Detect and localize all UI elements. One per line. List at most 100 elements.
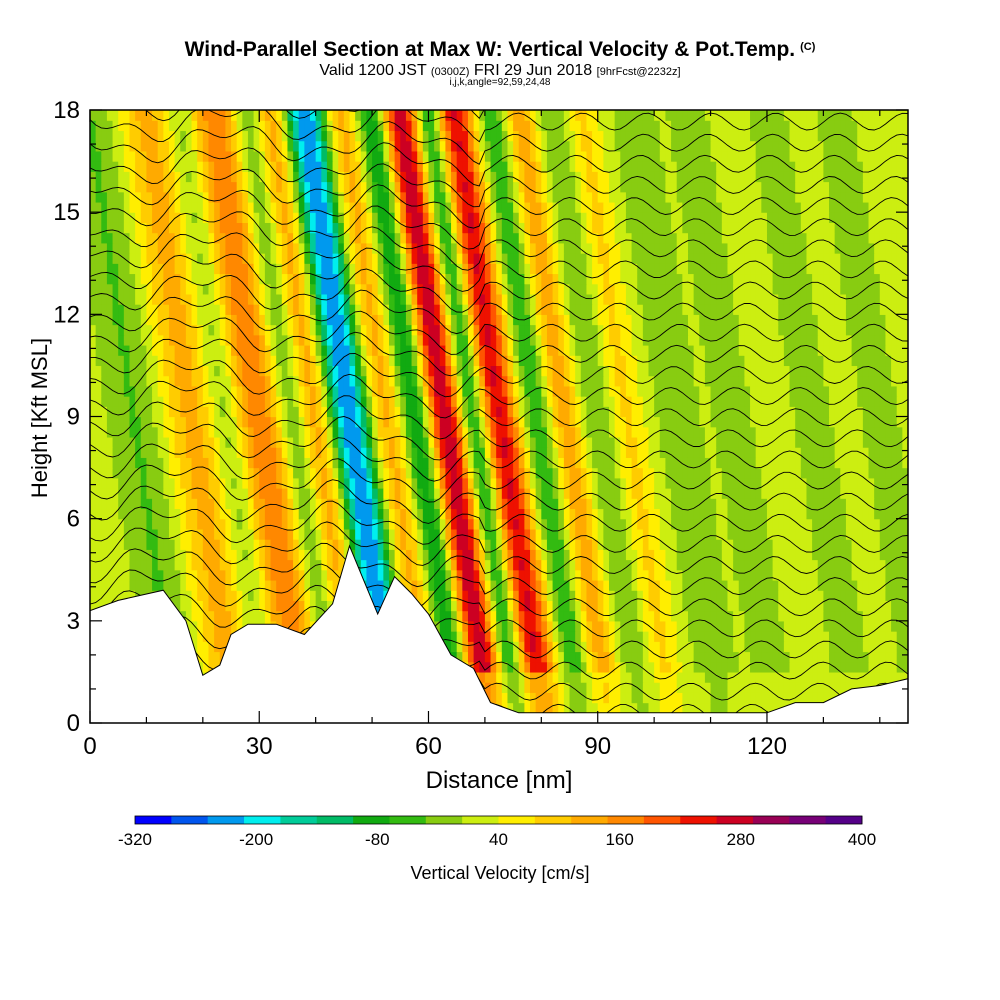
w-cell xyxy=(530,549,537,561)
w-cell xyxy=(518,457,525,469)
w-cell xyxy=(885,610,892,622)
w-cell xyxy=(874,447,881,458)
w-cell xyxy=(654,610,661,622)
w-cell xyxy=(411,528,418,540)
w-cell xyxy=(513,375,520,387)
w-cell xyxy=(862,406,870,418)
w-cell xyxy=(738,375,745,387)
w-cell xyxy=(772,631,779,642)
w-cell xyxy=(665,518,672,530)
w-cell xyxy=(541,539,548,550)
w-cell xyxy=(417,385,424,397)
w-cell xyxy=(603,396,610,407)
w-cell xyxy=(563,508,571,520)
w-cell xyxy=(394,467,401,479)
w-cell xyxy=(513,426,520,438)
w-cell xyxy=(462,385,469,397)
w-cell xyxy=(783,498,791,510)
w-cell xyxy=(868,426,875,438)
w-cell xyxy=(259,488,266,499)
w-cell xyxy=(417,416,424,428)
w-cell xyxy=(462,579,469,591)
w-cell xyxy=(298,406,305,418)
w-cell xyxy=(789,620,796,632)
w-cell xyxy=(383,569,390,581)
w-cell xyxy=(563,620,571,632)
w-cell xyxy=(631,457,638,469)
w-cell xyxy=(197,518,204,530)
w-cell xyxy=(191,365,198,377)
w-cell xyxy=(304,416,311,428)
w-cell xyxy=(394,436,401,448)
w-cell xyxy=(112,539,119,550)
w-cell xyxy=(541,641,548,653)
w-cell xyxy=(225,579,232,591)
w-cell xyxy=(851,671,858,683)
w-cell xyxy=(704,447,712,458)
w-cell xyxy=(411,436,418,448)
w-cell xyxy=(524,518,531,530)
w-cell xyxy=(614,385,621,397)
w-cell xyxy=(614,457,621,469)
w-cell xyxy=(524,477,531,489)
w-cell xyxy=(665,569,672,581)
w-cell xyxy=(806,477,813,489)
w-cell xyxy=(445,396,452,407)
w-cell xyxy=(140,477,148,489)
w-cell xyxy=(394,569,401,581)
w-cell xyxy=(592,579,599,591)
w-cell xyxy=(445,416,452,428)
w-cell xyxy=(592,539,599,550)
w-cell xyxy=(163,477,170,489)
w-cell xyxy=(902,457,908,469)
w-cell xyxy=(659,641,667,653)
w-cell xyxy=(569,416,576,428)
w-cell xyxy=(761,508,768,520)
w-cell xyxy=(896,406,903,418)
w-cell xyxy=(552,385,559,397)
w-cell xyxy=(231,406,238,418)
w-cell xyxy=(575,641,582,653)
w-cell xyxy=(434,406,441,418)
w-cell xyxy=(727,385,734,397)
w-cell xyxy=(631,569,638,581)
w-cell xyxy=(467,508,475,520)
w-cell xyxy=(225,539,232,550)
w-cell xyxy=(896,661,903,673)
w-cell xyxy=(490,590,497,601)
w-cell xyxy=(439,477,447,489)
w-cell xyxy=(360,539,368,550)
w-cell xyxy=(451,579,458,591)
w-cell xyxy=(744,375,751,387)
w-cell xyxy=(693,488,700,499)
w-cell xyxy=(558,385,565,397)
w-cell xyxy=(530,488,537,499)
w-cell xyxy=(704,539,712,550)
w-cell xyxy=(501,641,509,653)
w-cell xyxy=(293,436,300,448)
w-cell xyxy=(840,610,847,622)
w-cell xyxy=(535,406,542,418)
w-cell xyxy=(411,385,418,397)
w-cell xyxy=(541,375,548,387)
w-cell xyxy=(236,549,243,561)
w-cell xyxy=(366,569,373,581)
w-cell xyxy=(733,682,740,693)
w-cell xyxy=(761,375,768,387)
w-cell xyxy=(202,467,210,479)
w-cell xyxy=(434,436,441,448)
w-cell xyxy=(840,467,847,479)
w-cell xyxy=(219,620,226,632)
w-cell xyxy=(558,559,565,571)
w-cell xyxy=(625,631,633,642)
w-cell xyxy=(214,488,221,499)
w-cell xyxy=(214,396,221,407)
w-cell xyxy=(434,590,441,601)
w-cell xyxy=(727,620,734,632)
w-cell xyxy=(129,416,136,428)
w-cell xyxy=(281,620,289,632)
w-cell xyxy=(270,559,277,571)
w-cell xyxy=(671,641,678,653)
w-cell xyxy=(101,498,108,510)
w-cell xyxy=(264,498,272,510)
